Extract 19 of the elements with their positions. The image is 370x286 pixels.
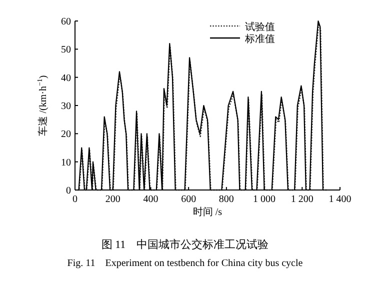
x-tick-label: 1 400 bbox=[328, 194, 352, 205]
x-axis-title: 时间 /s bbox=[192, 206, 222, 218]
y-tick-label: 60 bbox=[61, 16, 71, 28]
x-tick-label: 1 000 bbox=[253, 194, 276, 205]
x-tick-label: 1 200 bbox=[290, 194, 314, 205]
y-tick-label: 40 bbox=[61, 72, 71, 84]
y-tick-label: 20 bbox=[61, 129, 71, 140]
x-tick-label: 400 bbox=[143, 194, 158, 205]
x-tick-label: 800 bbox=[218, 194, 234, 205]
x-tick-label: 600 bbox=[181, 194, 196, 205]
legend-label: 试验值 bbox=[245, 21, 275, 33]
y-tick-label: 30 bbox=[61, 101, 71, 112]
caption: 图 11 中国城市公交标准工况试验 bbox=[101, 238, 269, 251]
y-tick-label: 50 bbox=[61, 44, 71, 56]
x-tick-label: 200 bbox=[105, 194, 120, 205]
y-tick-label: 0 bbox=[66, 186, 71, 196]
legend-label: 标准值 bbox=[244, 33, 275, 45]
caption: Fig. 11 Experiment on testbench for China city bus cycle bbox=[67, 258, 304, 269]
y-tick-label: 10 bbox=[61, 157, 71, 168]
